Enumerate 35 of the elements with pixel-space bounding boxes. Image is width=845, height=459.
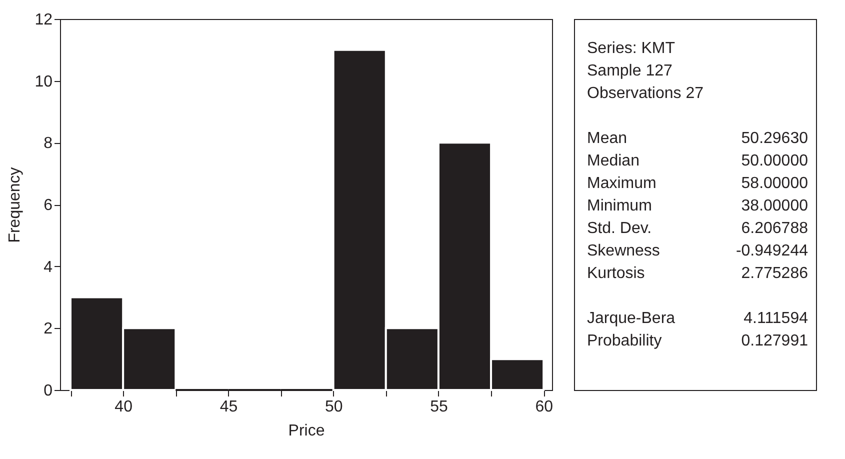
x-tick-label: 50 [324, 398, 343, 416]
text: Median [587, 152, 640, 170]
text: 2.775286 [741, 265, 808, 282]
text: Probability [587, 332, 662, 350]
text: Minimum [587, 198, 652, 214]
y-tick-label: 6 [44, 197, 53, 214]
text: 4.111594 [744, 310, 808, 327]
y-tick-label: 2 [44, 320, 53, 338]
text: Observations 27 [587, 85, 704, 102]
text: Sample 127 [587, 62, 672, 80]
x-tick-label: 55 [430, 398, 448, 416]
x-tick-label: 45 [220, 398, 238, 416]
text: Kurtosis [587, 265, 645, 282]
text: 50.29630 [741, 130, 808, 147]
y-tick-label: 8 [44, 135, 53, 152]
text: 0.127991 [741, 332, 808, 350]
text: Mean [587, 130, 628, 147]
x-tick-label: 40 [114, 398, 133, 416]
y-tick-label: 10 [34, 73, 53, 90]
text: Jarque-Bera [587, 310, 676, 327]
text: Std. Dev. [587, 220, 652, 237]
text: Skewness [587, 242, 660, 260]
y-axis-title: Frequency [6, 167, 24, 243]
text: 6.206788 [741, 220, 808, 237]
x-tick-label: 60 [535, 398, 554, 416]
y-tick-label: 12 [34, 12, 53, 28]
text: 50.00000 [741, 152, 808, 170]
text: Maximum [587, 175, 656, 192]
y-tick-label: 4 [44, 258, 53, 276]
x-axis-title: Price [288, 422, 325, 440]
y-tick-label: 0 [44, 382, 53, 400]
text: 38.00000 [741, 198, 808, 214]
text: 58.00000 [741, 175, 808, 192]
text: Series: KMT [587, 40, 676, 57]
text: -0.949244 [736, 242, 808, 260]
